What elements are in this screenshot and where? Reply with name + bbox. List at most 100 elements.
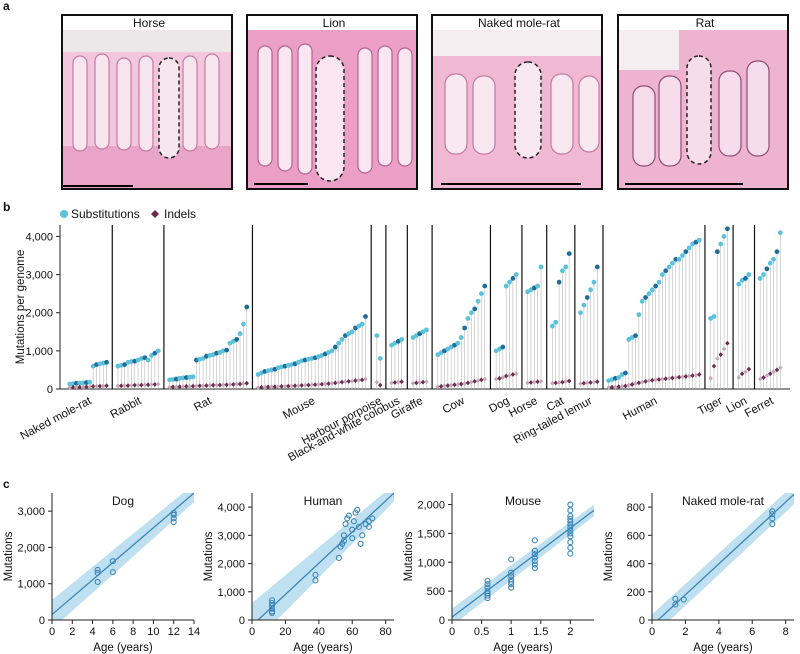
x-tick-label: 1.5 bbox=[533, 626, 548, 638]
substitution-point bbox=[503, 283, 509, 289]
substitution-point bbox=[588, 287, 593, 293]
data-point bbox=[268, 608, 276, 615]
x-axis-label: Age (years) bbox=[493, 642, 553, 654]
indel-point bbox=[396, 379, 401, 385]
species-label: Cow bbox=[441, 395, 468, 417]
substitution-point bbox=[673, 256, 679, 262]
substitution-point bbox=[659, 272, 665, 277]
indel-point bbox=[676, 374, 682, 380]
indel-point bbox=[690, 373, 695, 379]
y-tick-label: 0 bbox=[47, 384, 53, 396]
data-point bbox=[769, 511, 776, 518]
indel-point bbox=[606, 385, 611, 390]
data-point bbox=[345, 512, 352, 519]
substitution-point bbox=[594, 264, 600, 270]
substitution-point bbox=[696, 237, 702, 243]
indel-point bbox=[104, 383, 109, 389]
substitution-point bbox=[683, 249, 689, 255]
x-tick-label: 20 bbox=[279, 626, 291, 638]
indel-point bbox=[497, 375, 502, 381]
data-point bbox=[369, 515, 376, 522]
y-tick-label: 2,000 bbox=[25, 308, 53, 320]
y-tick-label: 200 bbox=[627, 587, 645, 599]
y-axis-label: Mutations bbox=[603, 531, 615, 581]
indel-point bbox=[503, 373, 509, 379]
substitution-point bbox=[725, 226, 730, 232]
substitution-point bbox=[145, 357, 151, 363]
substitution-point bbox=[462, 325, 468, 331]
data-point bbox=[268, 605, 276, 612]
data-point bbox=[508, 573, 515, 580]
substitution-point bbox=[578, 310, 583, 316]
data-point bbox=[357, 540, 364, 547]
indel-point bbox=[578, 381, 583, 387]
substitution-point bbox=[761, 272, 766, 277]
indel-point bbox=[764, 373, 770, 379]
indel-point bbox=[595, 379, 600, 385]
indel-point bbox=[353, 378, 358, 384]
indel-point bbox=[417, 380, 422, 385]
data-point bbox=[109, 569, 116, 576]
data-point bbox=[508, 569, 515, 576]
substitution-point bbox=[200, 356, 206, 361]
indel-point bbox=[378, 382, 383, 388]
confidence-band bbox=[252, 493, 394, 620]
data-point bbox=[508, 584, 515, 591]
data-point bbox=[170, 509, 177, 517]
indel-point bbox=[115, 383, 121, 389]
data-point bbox=[531, 537, 538, 544]
substitution-point bbox=[363, 314, 368, 319]
indel-point bbox=[778, 365, 783, 371]
substitution-point bbox=[591, 279, 597, 285]
indel-point bbox=[289, 383, 294, 389]
histology-title: Horse bbox=[63, 16, 231, 30]
indel-point bbox=[90, 383, 96, 389]
indel-point bbox=[626, 382, 631, 388]
data-point bbox=[109, 558, 116, 565]
indel-point bbox=[156, 381, 161, 387]
data-point bbox=[94, 566, 101, 573]
substitution-point bbox=[714, 249, 720, 255]
indel-point bbox=[633, 381, 638, 387]
histology-image-naked-mole-rat: Naked mole-rat bbox=[431, 14, 603, 190]
x-tick-label: 6 bbox=[110, 626, 116, 638]
plot-title: Human bbox=[304, 494, 343, 508]
indel-point bbox=[389, 380, 394, 386]
indel-point bbox=[616, 384, 621, 390]
indel-point bbox=[560, 379, 565, 385]
data-point bbox=[508, 576, 515, 583]
data-point bbox=[170, 511, 177, 518]
substitution-point bbox=[374, 333, 380, 339]
indel-point bbox=[475, 378, 481, 384]
indel-point bbox=[771, 369, 776, 375]
substitution-point bbox=[507, 279, 512, 285]
substitution-point bbox=[475, 298, 481, 304]
indel-point bbox=[619, 383, 625, 389]
indel-point bbox=[693, 372, 699, 378]
indel-point bbox=[241, 381, 246, 387]
indel-point bbox=[207, 382, 213, 388]
indel-point bbox=[591, 379, 597, 385]
indel-point bbox=[255, 385, 261, 390]
indel-point bbox=[438, 383, 444, 389]
indel-point bbox=[462, 381, 467, 387]
indel-point bbox=[643, 378, 648, 384]
indel-point bbox=[666, 375, 672, 381]
indel-point bbox=[84, 384, 89, 390]
regression-line bbox=[52, 493, 194, 616]
x-tick-label: 8 bbox=[783, 626, 789, 638]
species-label: Rabbit bbox=[109, 395, 145, 422]
y-tick-label: 400 bbox=[627, 559, 645, 571]
substitution-point bbox=[670, 260, 675, 266]
substitution-point bbox=[563, 264, 569, 270]
plot-title: Mouse bbox=[505, 494, 541, 508]
panel-a-label: a bbox=[3, 0, 10, 13]
histology-title: Naked mole-rat bbox=[433, 16, 601, 30]
indel-point bbox=[392, 380, 398, 385]
substitution-point bbox=[482, 283, 488, 289]
indel-point bbox=[272, 384, 278, 390]
dog-scatter-plot: 0 2 4 6 8 10 12 14 0 1,000 2,000 3,000 Dog Age (years… bbox=[3, 493, 200, 654]
data-point bbox=[531, 564, 538, 572]
species-label: Ferret bbox=[743, 395, 776, 420]
substitution-point bbox=[666, 264, 672, 270]
